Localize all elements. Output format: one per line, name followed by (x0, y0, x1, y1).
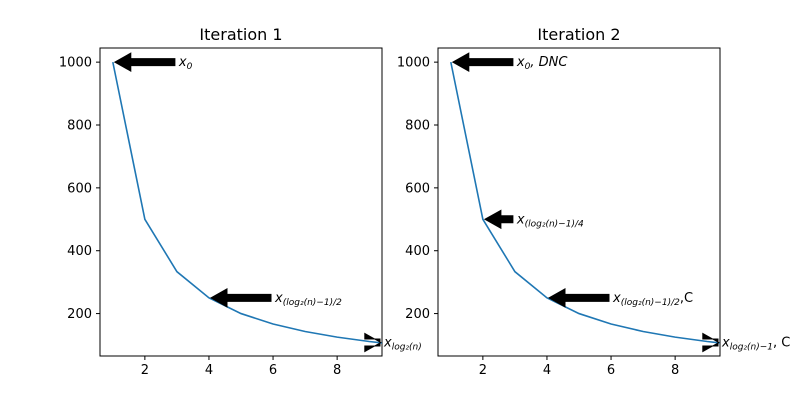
y-tick-label: 1000 (59, 56, 92, 71)
x-tick-label: 6 (607, 363, 615, 378)
x-tick-label: 6 (269, 363, 277, 378)
annotation-label: xlog₂(n) (383, 335, 422, 352)
chart-panel-iteration-1: Iteration 1 2 4 6 8 200 400 600 800 1000 x0 x(log₂(… (59, 25, 422, 378)
x-tick-label: 2 (141, 363, 149, 378)
y-tick-label: 1000 (397, 56, 430, 71)
y-tick-label: 600 (67, 181, 92, 196)
annotation-arrow (483, 209, 514, 230)
y-tick-label: 400 (405, 244, 430, 259)
y-tick-label: 800 (67, 119, 92, 134)
y-tick-label: 400 (67, 244, 92, 259)
annotation-arrow (702, 332, 720, 353)
annotation-arrow (451, 52, 514, 72)
annotation-label: x(log₂(n)−1)/2,C (612, 291, 693, 308)
axes-frame (437, 47, 721, 357)
x-tick-label: 4 (205, 363, 213, 378)
annotation-arrow (547, 288, 610, 308)
y-tick-label: 200 (67, 307, 92, 322)
y-tick-label: 600 (405, 181, 430, 196)
x-tick-label: 8 (333, 363, 341, 378)
axes-frame (99, 47, 383, 357)
y-tick-label: 200 (405, 307, 430, 322)
annotation-label: x(log₂(n)−1)/2 (274, 291, 342, 308)
series-line (450, 61, 720, 344)
x-tick-label: 8 (671, 363, 679, 378)
annotation-arrow (209, 288, 272, 308)
x-tick-label: 2 (479, 363, 487, 378)
chart-title: Iteration 2 (537, 25, 620, 44)
annotation-arrow (113, 52, 176, 72)
annotation-label: xlog₂(n)−1, C (721, 335, 790, 352)
annotation-label: x0 (178, 55, 193, 72)
x-tick-label: 4 (543, 363, 551, 378)
chart-panel-iteration-2: Iteration 2 2 4 6 8 200 400 600 800 1000 x0, DNC x(… (397, 25, 790, 378)
series-line (112, 61, 382, 344)
y-tick-label: 800 (405, 119, 430, 134)
annotation-label: x0, DNC (516, 55, 568, 72)
annotation-arrow (364, 332, 382, 353)
chart-title: Iteration 1 (199, 25, 282, 44)
annotation-label: x(log₂(n)−1)/4 (516, 212, 584, 229)
